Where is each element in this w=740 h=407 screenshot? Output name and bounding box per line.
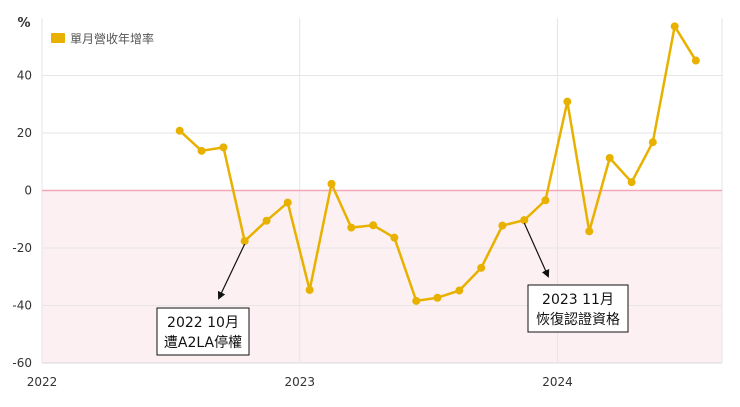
data-point: [390, 233, 399, 242]
x-tick-label: 2024: [542, 375, 573, 389]
data-point: [648, 138, 657, 147]
data-point: [605, 154, 614, 163]
data-point: [305, 285, 314, 294]
y-tick-label: -40: [12, 299, 32, 313]
x-tick-label: 2023: [284, 375, 315, 389]
legend: 單月營收年增率: [51, 31, 154, 46]
annotation-box: [156, 307, 250, 356]
legend-label: 單月營收年增率: [70, 31, 154, 46]
y-tick-label: -60: [12, 356, 32, 370]
annotation-arrow: [217, 243, 246, 300]
data-point: [585, 227, 594, 236]
annotation-text: 遭A2LA停權: [164, 334, 242, 351]
data-point: [477, 263, 486, 272]
data-point: [347, 223, 356, 232]
negative-band: [42, 190, 722, 363]
y-axis-unit-label: %: [17, 16, 30, 31]
annotation-text: 恢復認證資格: [536, 311, 620, 328]
data-point: [498, 221, 507, 230]
data-point: [691, 56, 700, 65]
data-point: [455, 286, 464, 295]
data-point: [219, 143, 228, 152]
data-point: [197, 146, 206, 155]
y-tick-label: 0: [24, 184, 32, 198]
horizontal-gridlines: [42, 75, 722, 364]
annotation-arrow: [523, 222, 550, 278]
y-axis-tick-labels: -60 -40 -20 0 20 40: [12, 69, 32, 371]
y-tick-label: 20: [17, 126, 32, 140]
data-point: [369, 221, 378, 230]
data-point: [433, 293, 442, 302]
data-points: [175, 22, 700, 305]
data-point: [262, 216, 271, 225]
annotation-box: [527, 284, 629, 333]
data-point: [627, 178, 636, 187]
data-point: [175, 126, 184, 135]
annotation-text: 2022 10月: [167, 315, 239, 331]
data-point: [541, 196, 550, 205]
data-point: [412, 296, 421, 305]
data-point: [563, 97, 572, 106]
data-point: [670, 22, 679, 31]
data-point: [283, 198, 292, 207]
x-tick-label: 2022: [27, 375, 58, 389]
data-point: [327, 179, 336, 188]
data-point: [240, 237, 249, 246]
annotation-text: 2023 11月: [542, 292, 614, 308]
legend-swatch: [51, 33, 65, 43]
y-tick-label: 40: [17, 69, 32, 83]
data-point: [520, 216, 529, 225]
x-axis-tick-labels: 2022 2023 2024: [27, 375, 573, 389]
y-tick-label: -20: [12, 241, 32, 255]
